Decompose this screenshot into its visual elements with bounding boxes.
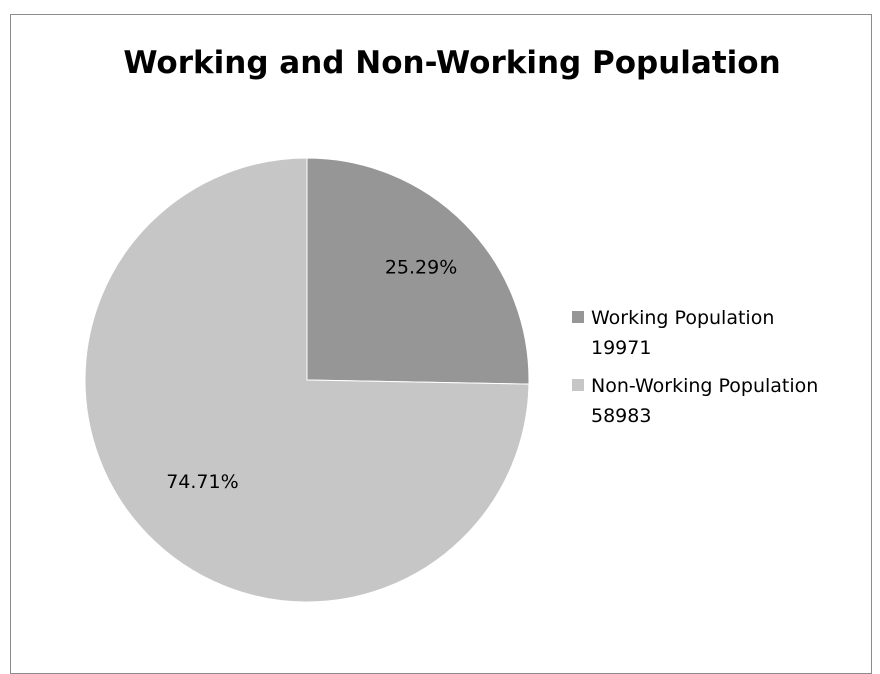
data-label-non-working: 74.71% [166,471,238,493]
pie-slices [84,157,530,603]
pie-data-labels: 25.29% 74.71% [166,257,457,494]
legend-label-working: Working Population [591,307,774,329]
legend-swatch-working [572,311,584,323]
legend-value-working: 19971 [591,337,651,359]
legend: Working Population 19971 Non-Working Popul… [572,307,818,427]
legend-label-non-working: Non-Working Population [591,375,818,397]
pie-slice-non-working [84,157,530,603]
legend-swatch-non-working [572,379,584,391]
data-label-working: 25.29% [385,257,457,279]
chart-title: Working and Non-Working Population [123,45,780,81]
pie-chart: Working and Non-Working Population 25.29… [84,45,818,603]
pie-slice-working [306,157,530,385]
legend-value-non-working: 58983 [591,405,651,427]
